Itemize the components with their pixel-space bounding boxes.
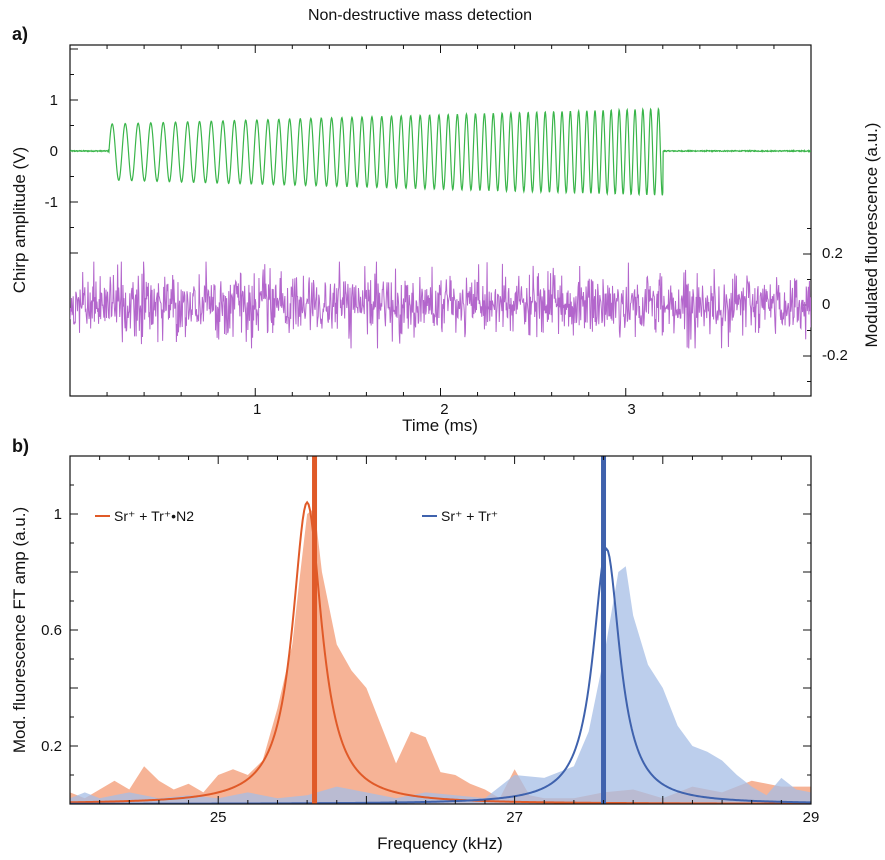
y-left-tick-label-0: 0: [50, 143, 58, 160]
panel-b-label: b): [12, 436, 29, 456]
panel-a-frame: [69, 44, 812, 397]
y-right-tick-label-0: 0: [822, 296, 830, 313]
x-tick-label-b-27: 27: [506, 809, 523, 826]
panel-a-y-right-title: Modulated fluorescence (a.u.): [862, 123, 881, 348]
panel-a-ticks: [70, 45, 811, 396]
y-left-tick-label-neg1: -1: [45, 194, 58, 211]
blue-series-area: [70, 566, 811, 804]
panel-a-x-axis-title: Time (ms): [402, 416, 478, 435]
legend: Sr⁺ + Tr⁺•N2 Sr⁺ + Tr⁺: [95, 508, 498, 524]
y-tick-label-b-0.6: 0.6: [41, 622, 62, 639]
y-left-tick-label-1: 1: [50, 92, 58, 109]
legend-label-orange: Sr⁺ + Tr⁺•N2: [114, 508, 194, 524]
x-tick-label-b-29: 29: [803, 809, 820, 826]
fluorescence-series-line: [70, 261, 811, 349]
x-tick-label-a-3: 3: [627, 401, 635, 418]
y-right-tick-label-0.2: 0.2: [822, 245, 843, 262]
chirp-series-line: [70, 106, 811, 197]
orange-series-fit-line: [70, 500, 811, 804]
panel-a-y-left-title: Chirp amplitude (V): [10, 147, 29, 293]
panel-a-label: a): [12, 24, 28, 44]
x-tick-label-a-1: 1: [253, 401, 261, 418]
y-tick-label-b-1: 1: [54, 506, 62, 523]
x-tick-label-b-25: 25: [210, 809, 227, 826]
panel-a-chart: 1 2 3 1 0 -1 0.2 0 -0.2 Time (ms) Chirp …: [10, 44, 881, 435]
y-right-tick-label-neg0.2: -0.2: [822, 347, 848, 364]
x-tick-label-a-2: 2: [440, 401, 448, 418]
y-tick-label-b-0.2: 0.2: [41, 738, 62, 755]
legend-label-blue: Sr⁺ + Tr⁺: [441, 508, 498, 524]
panel-b-x-axis-title: Frequency (kHz): [377, 834, 503, 853]
panel-b-chart: 25 27 29 0.2 0.6 1 Frequency (kHz) Mod. …: [10, 455, 820, 853]
figure-title: Non-destructive mass detection: [308, 7, 532, 24]
orange-series-area: [70, 508, 811, 804]
panel-b-y-axis-title: Mod. fluorescence FT amp (a.u.): [10, 507, 29, 753]
panel-b-ticks: [70, 456, 812, 804]
